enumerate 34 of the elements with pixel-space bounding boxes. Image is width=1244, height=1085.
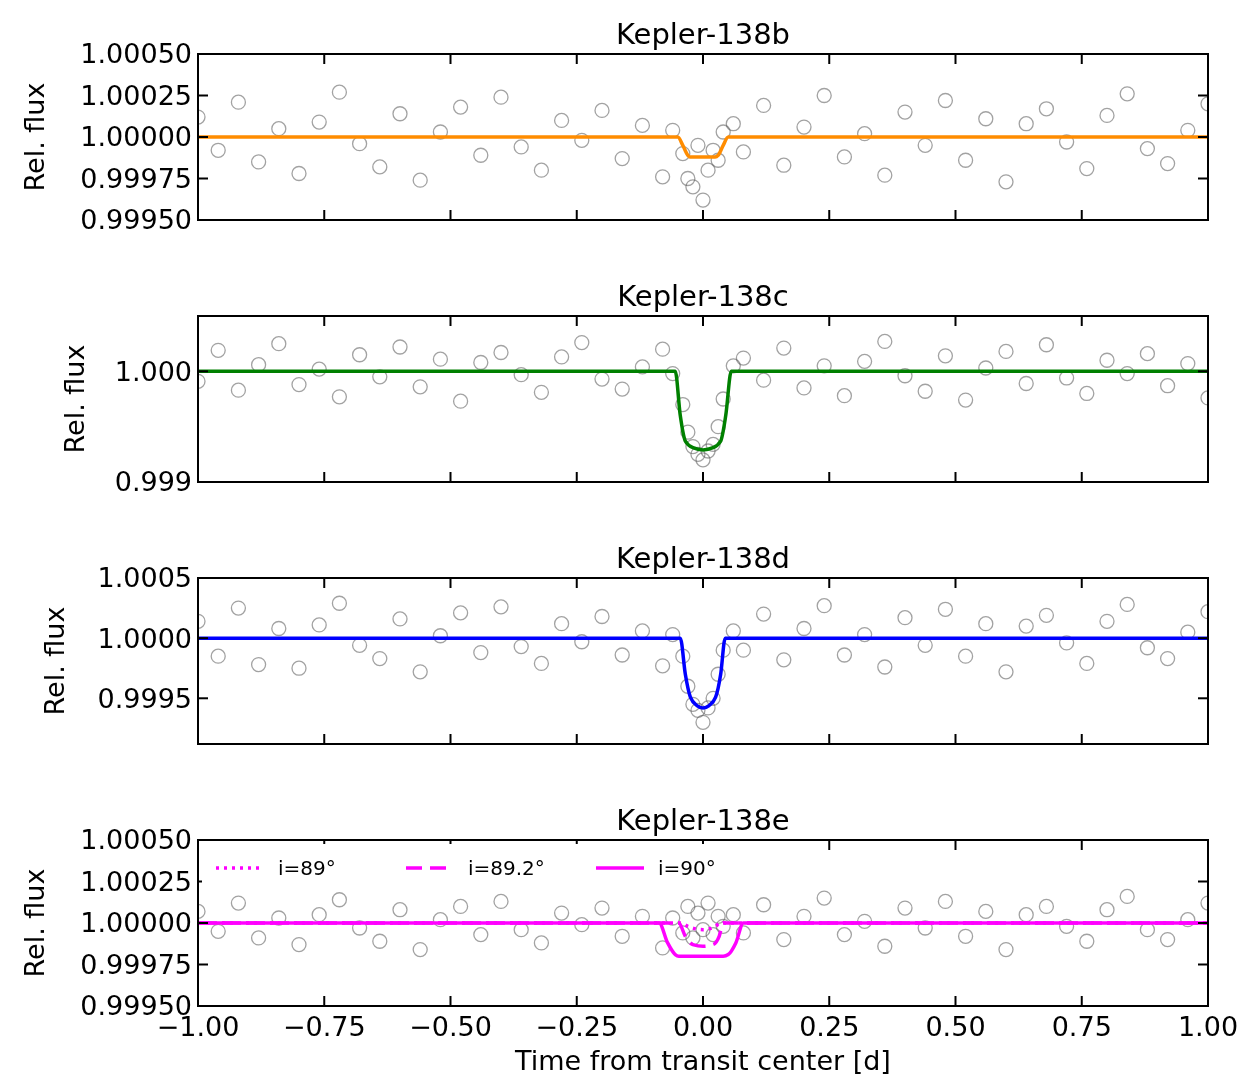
legend-label: i=89.2° bbox=[468, 856, 545, 880]
y-tick-label: 1.00025 bbox=[80, 865, 192, 897]
y-tick-label: 1.0005 bbox=[97, 562, 192, 594]
y-tick-label: 1.0000 bbox=[97, 622, 192, 654]
y-axis-title: Rel. flux bbox=[19, 868, 50, 978]
y-tick-label: 1.00000 bbox=[80, 121, 192, 153]
y-tick-label: 0.999 bbox=[114, 466, 192, 498]
legend-label: i=90° bbox=[658, 856, 716, 880]
y-tick-label: 0.99950 bbox=[80, 204, 192, 236]
chart-title: Kepler-138d bbox=[615, 541, 791, 575]
y-axis-title: Rel. flux bbox=[19, 82, 50, 192]
y-tick-label: 1.00050 bbox=[80, 824, 192, 856]
x-tick-label: 1.00 bbox=[1177, 1011, 1239, 1042]
x-tick-label: 0.25 bbox=[799, 1011, 860, 1042]
x-tick-label: −0.25 bbox=[535, 1011, 619, 1042]
x-axis-title: Time from transit center [d] bbox=[514, 1045, 891, 1076]
y-tick-label: 0.99975 bbox=[80, 948, 192, 980]
y-axis-title: Rel. flux bbox=[59, 344, 90, 454]
x-tick-label: 0.50 bbox=[925, 1011, 986, 1042]
x-tick-label: 0.00 bbox=[672, 1011, 734, 1042]
x-tick-label: −0.50 bbox=[409, 1011, 492, 1042]
chart-title: Kepler-138c bbox=[617, 279, 789, 313]
y-axis-title: Rel. flux bbox=[39, 606, 70, 716]
y-tick-label: 0.99975 bbox=[80, 162, 192, 194]
y-tick-label: 1.000 bbox=[114, 355, 192, 387]
x-tick-label: −0.75 bbox=[282, 1011, 366, 1042]
x-tick-label: 0.75 bbox=[1051, 1011, 1112, 1042]
legend-label: i=89° bbox=[278, 856, 336, 880]
y-tick-label: 1.00050 bbox=[80, 38, 192, 70]
y-tick-label: 1.00000 bbox=[80, 907, 192, 939]
chart-title: Kepler-138e bbox=[616, 803, 790, 837]
chart-title: Kepler-138b bbox=[615, 17, 791, 51]
y-tick-label: 1.00025 bbox=[80, 79, 192, 111]
y-tick-label: 0.9995 bbox=[97, 682, 192, 714]
